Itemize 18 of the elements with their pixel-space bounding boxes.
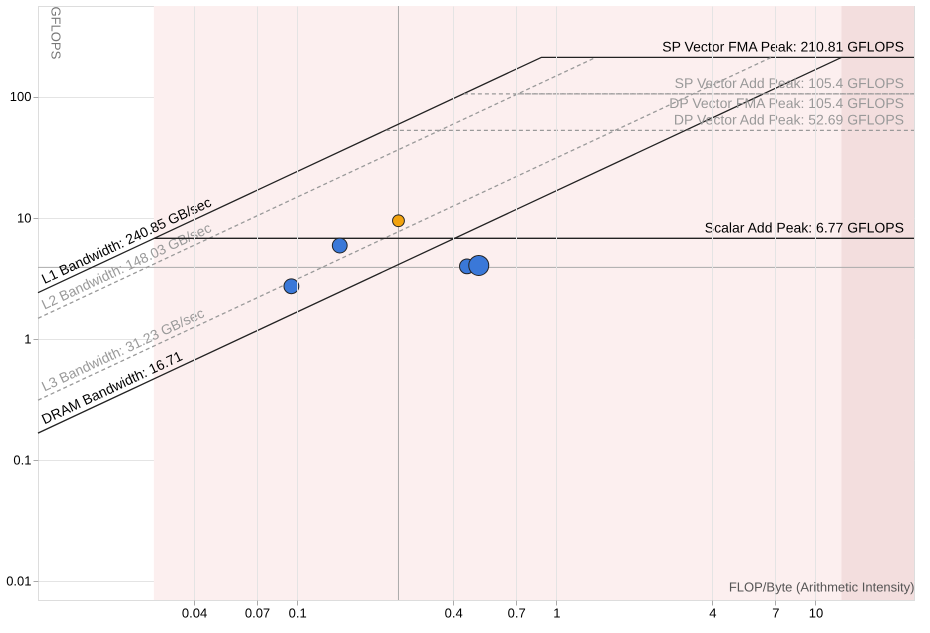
x-tick-label: 7 — [772, 606, 780, 620]
y-tick-label: 10 — [17, 210, 32, 226]
y-tick-label: 1 — [24, 331, 32, 346]
y-tick-label: 0.1 — [13, 452, 32, 468]
x-tick-label: 1 — [553, 606, 560, 620]
x-tick-label: 0.04 — [182, 606, 208, 620]
x-tick-label: 0.1 — [288, 606, 307, 620]
x-axis-title: FLOP/Byte (Arithmetic Intensity) — [728, 580, 914, 594]
y-tick-label: 0.01 — [6, 574, 32, 589]
x-tick-label: 4 — [709, 606, 716, 620]
y-tick-label: 100 — [10, 89, 32, 104]
x-tick-label: 0.07 — [244, 606, 270, 620]
annotation: SP Vector FMA Peak: 210.81 GFLOPS — [662, 38, 904, 54]
x-tick-label: 10 — [808, 606, 824, 620]
y-axis-title: GFLOPS — [48, 6, 64, 60]
series-label: Scalar Add Peak: 6.77 GFLOPS — [704, 219, 904, 236]
x-tick-label: 0.7 — [508, 606, 526, 620]
x-tick-label: 0.4 — [444, 606, 463, 620]
